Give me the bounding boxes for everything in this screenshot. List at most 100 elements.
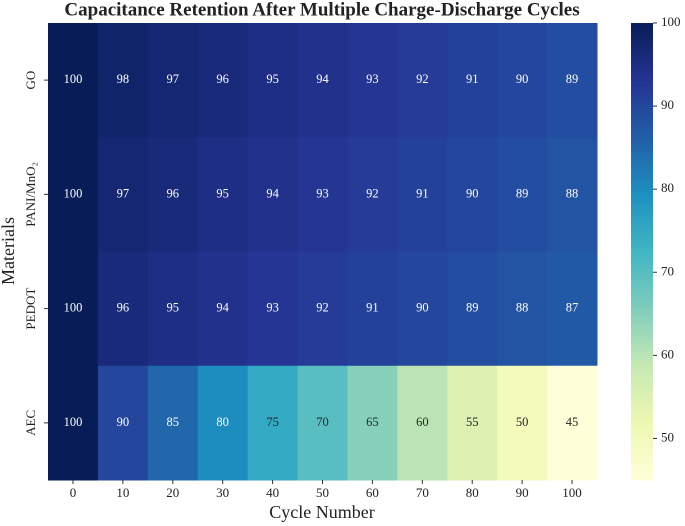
- colorbar-segment: [631, 284, 653, 290]
- colorbar-segment: [631, 467, 653, 473]
- cell-value-label: 70: [316, 415, 329, 429]
- colorbar-segment: [631, 351, 653, 356]
- heatmap-cell: [547, 23, 598, 138]
- colorbar-segment: [631, 93, 653, 99]
- colorbar-segment: [631, 355, 653, 361]
- colorbar-segment: [631, 85, 653, 90]
- cell-value-label: 75: [266, 415, 279, 429]
- cell-value-label: 94: [216, 301, 229, 315]
- colorbar-tick-label: 100: [661, 14, 681, 29]
- colorbar-segment: [631, 172, 653, 178]
- colorbar-segment: [631, 255, 653, 261]
- heatmap-cell: [48, 137, 99, 252]
- colorbar-segment: [631, 475, 653, 481]
- colorbar-segment: [631, 243, 653, 248]
- colorbar-segment: [631, 376, 653, 381]
- colorbar-segment: [631, 301, 653, 307]
- colorbar-segment: [631, 151, 653, 157]
- cell-value-label: 50: [516, 415, 529, 429]
- colorbar-segment: [631, 222, 653, 228]
- cell-value-label: 91: [416, 186, 429, 200]
- colorbar-segment: [631, 201, 653, 207]
- colorbar-segment: [631, 396, 653, 402]
- colorbar-segment: [631, 347, 653, 352]
- y-tick-label: GO: [23, 71, 38, 90]
- colorbar-segment: [631, 471, 653, 477]
- heatmap-cell: [48, 23, 99, 138]
- y-tick-label: PANI/MnO₂: [23, 162, 38, 227]
- heatmap-cell: [297, 137, 348, 252]
- cell-value-label: 89: [466, 301, 479, 315]
- x-tick-label: 20: [166, 485, 179, 500]
- heatmap-cell: [297, 251, 348, 367]
- chart-title: Capacitance Retention After Multiple Cha…: [64, 0, 579, 20]
- colorbar-segment: [631, 421, 653, 427]
- cell-value-label: 55: [466, 415, 479, 429]
- colorbar-segment: [631, 131, 653, 136]
- heatmap-cell: [347, 365, 398, 481]
- heatmap-cell: [197, 251, 249, 367]
- colorbar-segment: [631, 384, 653, 390]
- colorbar-segment: [631, 455, 653, 460]
- colorbar-segment: [631, 110, 653, 115]
- heatmap-cell: [247, 365, 299, 481]
- colorbar-segment: [631, 197, 653, 203]
- cell-value-label: 100: [64, 415, 83, 429]
- colorbar-segment: [631, 405, 653, 410]
- heatmap-cell: [147, 23, 199, 138]
- cell-value-label: 90: [516, 72, 529, 86]
- x-tick-label: 80: [466, 485, 479, 500]
- cell-value-label: 97: [117, 186, 130, 200]
- cell-value-label: 60: [416, 415, 429, 429]
- heatmap-cell: [97, 23, 149, 138]
- cell-value-label: 90: [466, 186, 479, 200]
- heatmap-cell: [547, 251, 598, 367]
- cell-value-label: 91: [466, 72, 479, 86]
- colorbar-segment: [631, 247, 653, 252]
- x-tick-label: 40: [266, 485, 279, 500]
- cell-value-label: 92: [416, 72, 429, 86]
- colorbar-segment: [631, 305, 653, 311]
- colorbar-segment: [631, 193, 653, 198]
- colorbar-segment: [631, 309, 653, 315]
- cell-value-label: 94: [316, 72, 329, 86]
- colorbar-segment: [631, 430, 653, 435]
- colorbar-segment: [631, 401, 653, 406]
- colorbar-tick-label: 60: [661, 346, 674, 361]
- colorbar-segment: [631, 388, 653, 394]
- colorbar-segment: [631, 122, 653, 128]
- colorbar-segment: [631, 293, 653, 298]
- heatmap-cell: [247, 137, 299, 252]
- cell-value-label: 89: [566, 72, 579, 86]
- colorbar-tick-label: 70: [661, 263, 674, 278]
- heatmap-cell: [197, 365, 249, 481]
- colorbar-segment: [631, 268, 653, 273]
- colorbar-segment: [631, 218, 653, 223]
- colorbar-segment: [631, 118, 653, 124]
- colorbar-segment: [631, 463, 653, 469]
- cell-value-label: 97: [167, 72, 180, 86]
- colorbar-segment: [631, 101, 653, 107]
- cell-value-label: 91: [366, 301, 379, 315]
- cell-value-label: 87: [566, 301, 579, 315]
- x-tick-label: 0: [70, 485, 77, 500]
- colorbar-segment: [631, 234, 653, 240]
- colorbar-segment: [631, 214, 653, 219]
- colorbar-segment: [631, 143, 653, 149]
- heatmap-cell: [547, 365, 598, 481]
- cell-value-label: 45: [566, 415, 579, 429]
- colorbar-segment: [631, 338, 653, 344]
- colorbar-tick-label: 50: [661, 429, 674, 444]
- colorbar-segment: [631, 342, 653, 348]
- colorbar-segment: [631, 226, 653, 232]
- heatmap-cell: [447, 23, 498, 138]
- heatmap-cell: [447, 365, 498, 481]
- colorbar-segment: [631, 60, 653, 66]
- x-tick-label: 10: [116, 485, 129, 500]
- y-tick-label: PEDOT: [23, 288, 38, 330]
- heatmap-cell: [397, 137, 448, 252]
- heatmap-cell: [247, 23, 299, 138]
- cell-value-label: 93: [366, 72, 379, 86]
